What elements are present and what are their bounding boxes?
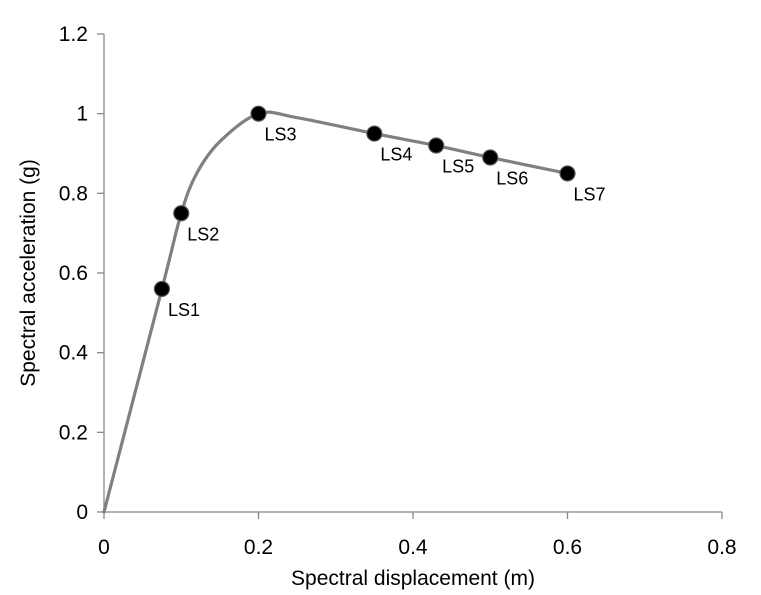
limit-state-label-ls5: LS5 [442, 157, 474, 177]
y-tick-label: 0.2 [59, 421, 88, 444]
axes [103, 34, 722, 513]
limit-state-marker-ls6 [482, 149, 499, 166]
x-tick-label: 0.6 [553, 536, 582, 559]
y-tick-label: 1 [76, 103, 88, 126]
x-tick-label: 0.8 [707, 536, 736, 559]
limit-state-label-ls4: LS4 [380, 145, 412, 165]
limit-state-marker-ls5 [428, 137, 445, 154]
limit-state-marker-ls7 [559, 165, 576, 182]
limit-state-label-ls7: LS7 [574, 184, 606, 204]
y-tick-label: 1.2 [59, 23, 88, 46]
y-tick-label: 0.6 [59, 262, 88, 285]
limit-state-label-ls6: LS6 [496, 168, 528, 188]
limit-state-label-ls1: LS1 [168, 300, 200, 320]
limit-state-labels: LS1 LS2 LS3 LS4 LS5 LS6 LS7 [168, 125, 606, 320]
limit-state-marker-ls3 [250, 105, 267, 122]
limit-state-marker-ls4 [366, 125, 383, 142]
y-tick-label: 0.4 [59, 342, 89, 365]
limit-state-markers [153, 105, 576, 298]
x-tick-label: 0.2 [244, 536, 273, 559]
limit-state-marker-ls1 [153, 280, 171, 298]
limit-state-label-ls3: LS3 [265, 125, 297, 145]
x-tick-label: 0.4 [398, 536, 428, 559]
y-tick-label: 0.8 [59, 182, 88, 205]
y-axis-ticks: 0 0.2 0.4 0.6 0.8 1 1.2 [59, 23, 104, 524]
x-axis-ticks: 0 0.2 0.4 0.6 0.8 [98, 512, 737, 559]
y-tick-label: 0 [76, 501, 88, 524]
x-tick-label: 0 [98, 536, 110, 559]
y-axis-title: Spectral acceleration (g) [17, 159, 40, 387]
limit-state-label-ls2: LS2 [187, 224, 219, 244]
limit-state-marker-ls2 [173, 205, 190, 222]
x-axis-title: Spectral displacement (m) [291, 567, 535, 590]
